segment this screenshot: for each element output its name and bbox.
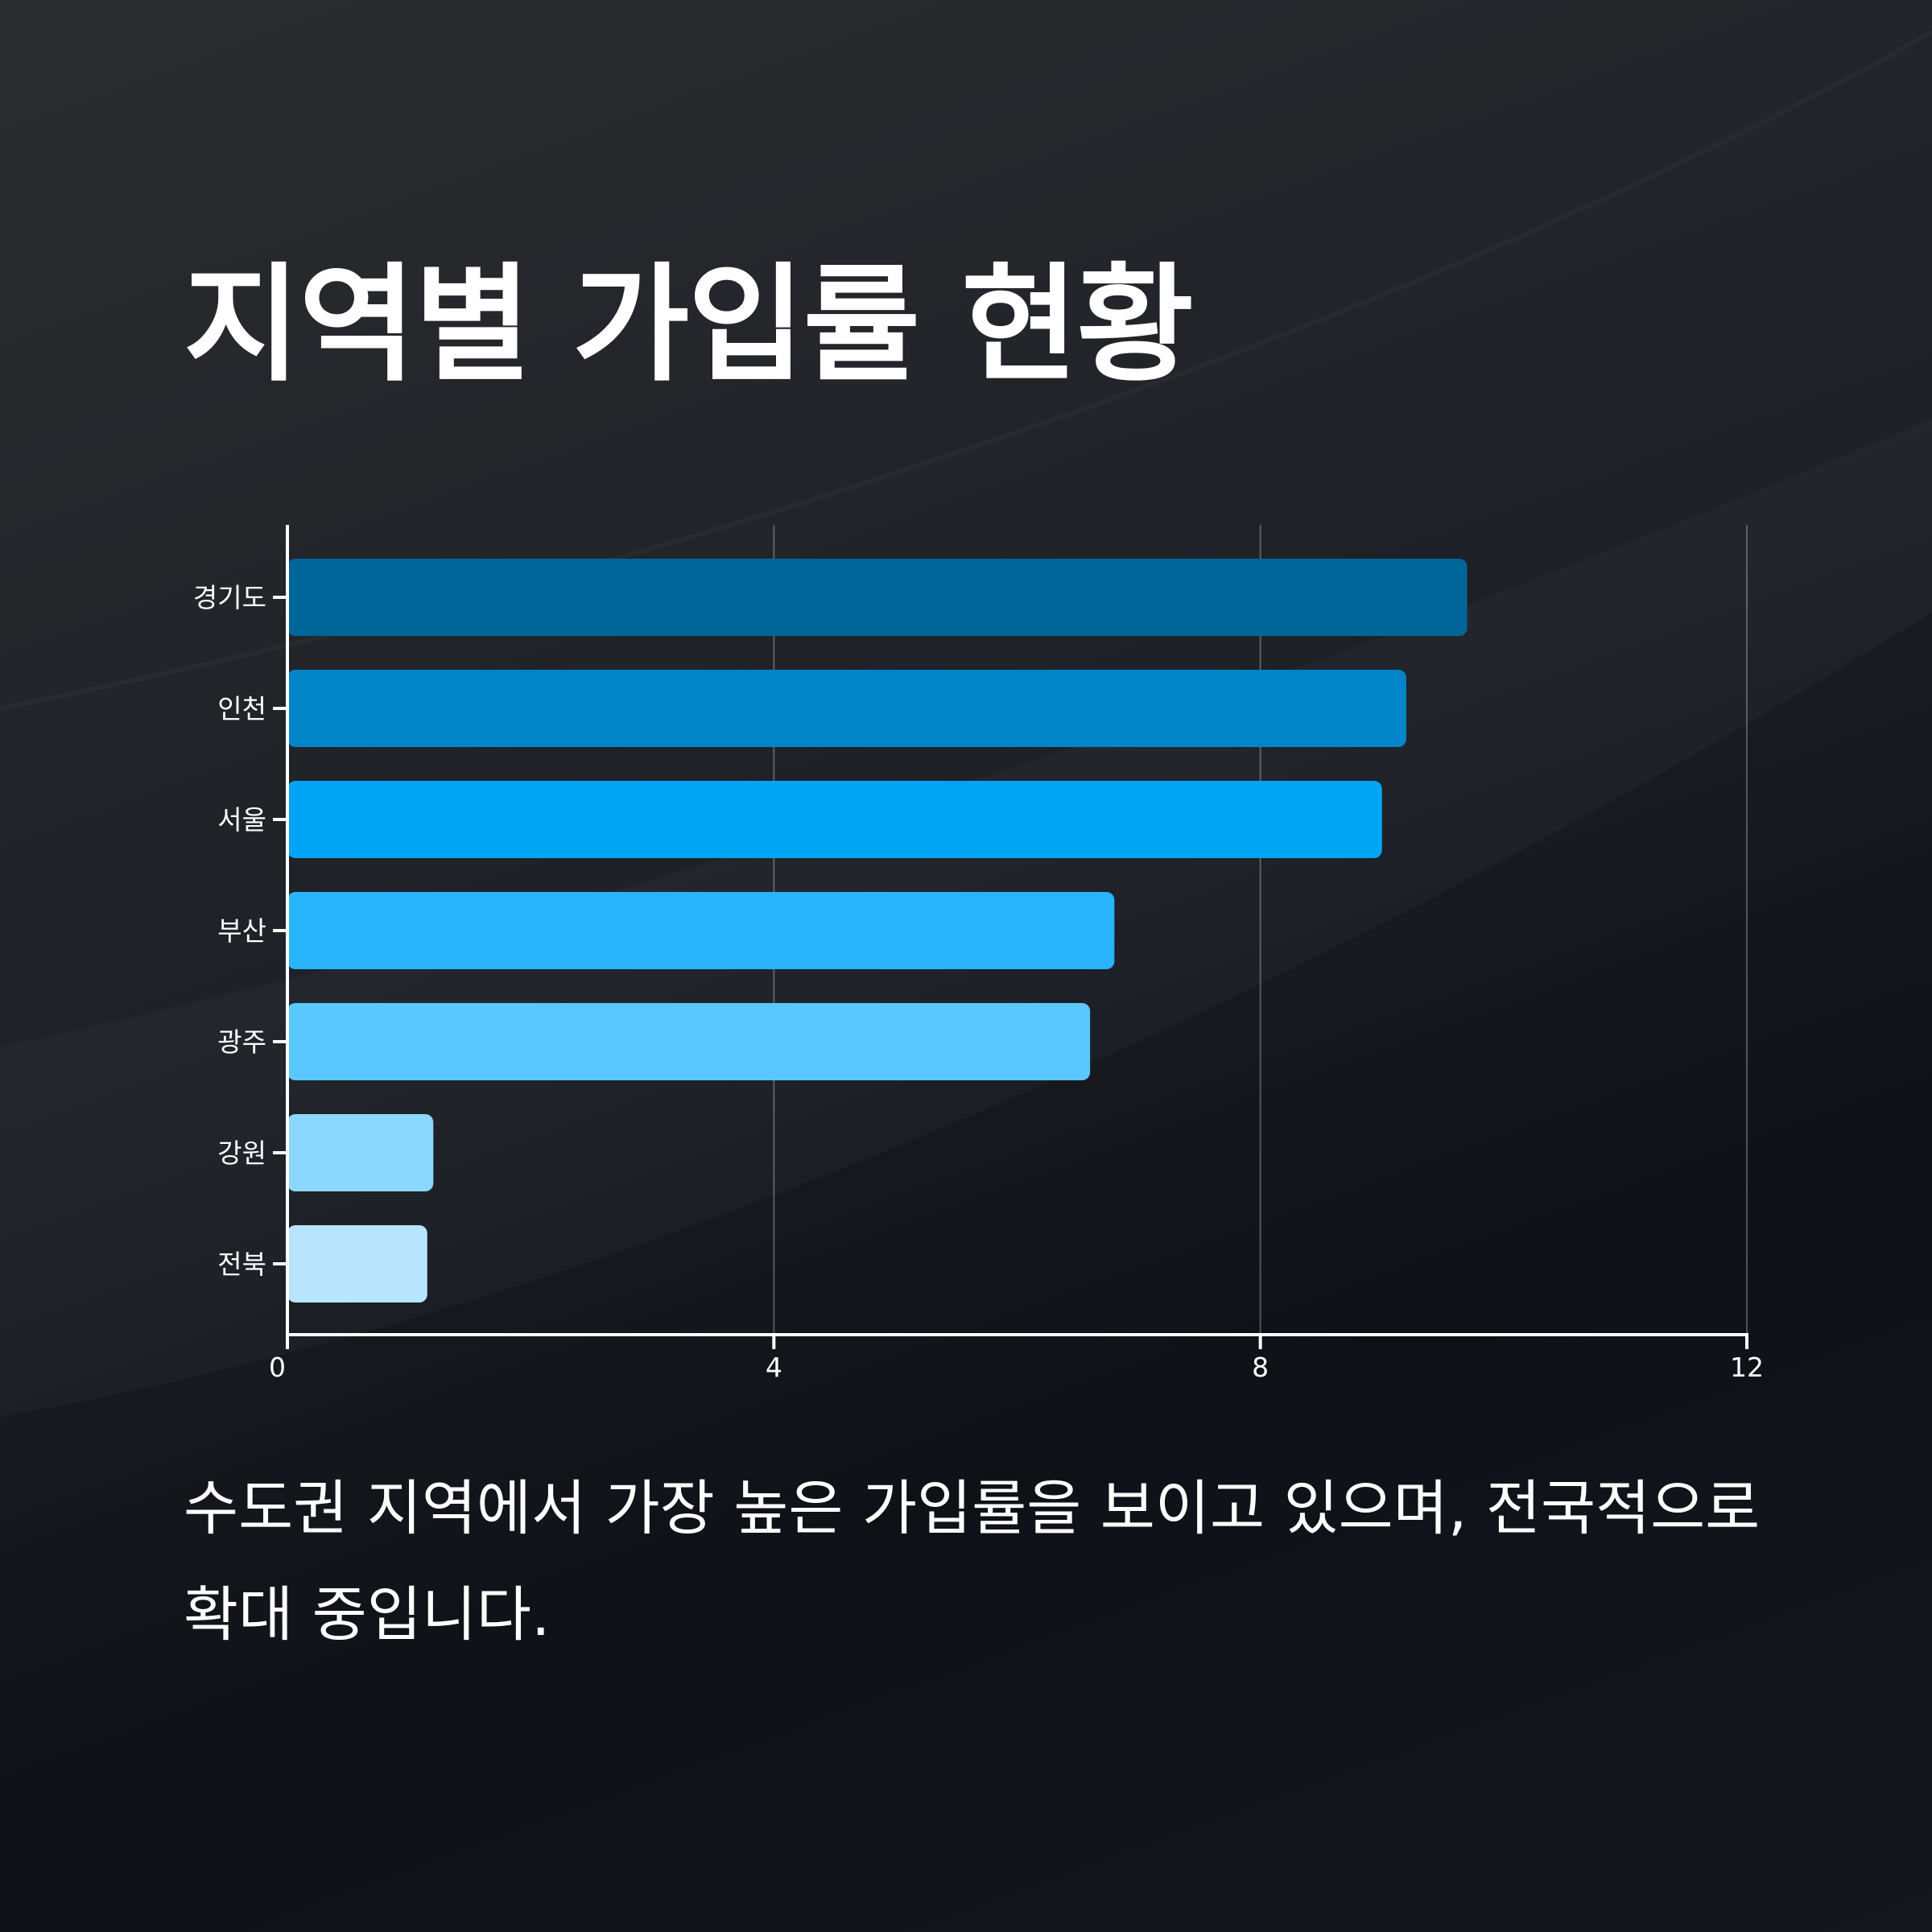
category-label: 강원 (217, 1137, 266, 1169)
bar-4 (287, 892, 1115, 969)
x-tick-label: 0 (269, 1352, 286, 1383)
bar-1 (287, 559, 1468, 636)
bar-3 (287, 781, 1382, 858)
bar-6 (287, 1114, 434, 1191)
bar-5 (287, 1003, 1091, 1080)
category-label: 경기도 (193, 582, 266, 613)
category-label: 전북 (217, 1249, 266, 1280)
category-label: 부산 (217, 915, 266, 947)
category-label: 서울 (217, 804, 266, 836)
bar-2 (287, 670, 1406, 747)
x-tick-label: 8 (1252, 1352, 1269, 1383)
bar-7 (287, 1225, 427, 1302)
x-tick-label: 4 (766, 1352, 782, 1383)
page-title: 지역별 가입률 현황 (184, 251, 1194, 399)
chart-caption: 수도권 지역에서 가장 높은 가입률을 보이고 있으며, 전국적으로 확대 중입… (184, 1474, 1761, 1649)
x-tick-label: 12 (1730, 1352, 1764, 1383)
category-label: 인천 (217, 693, 266, 724)
category-label: 광주 (217, 1026, 266, 1058)
